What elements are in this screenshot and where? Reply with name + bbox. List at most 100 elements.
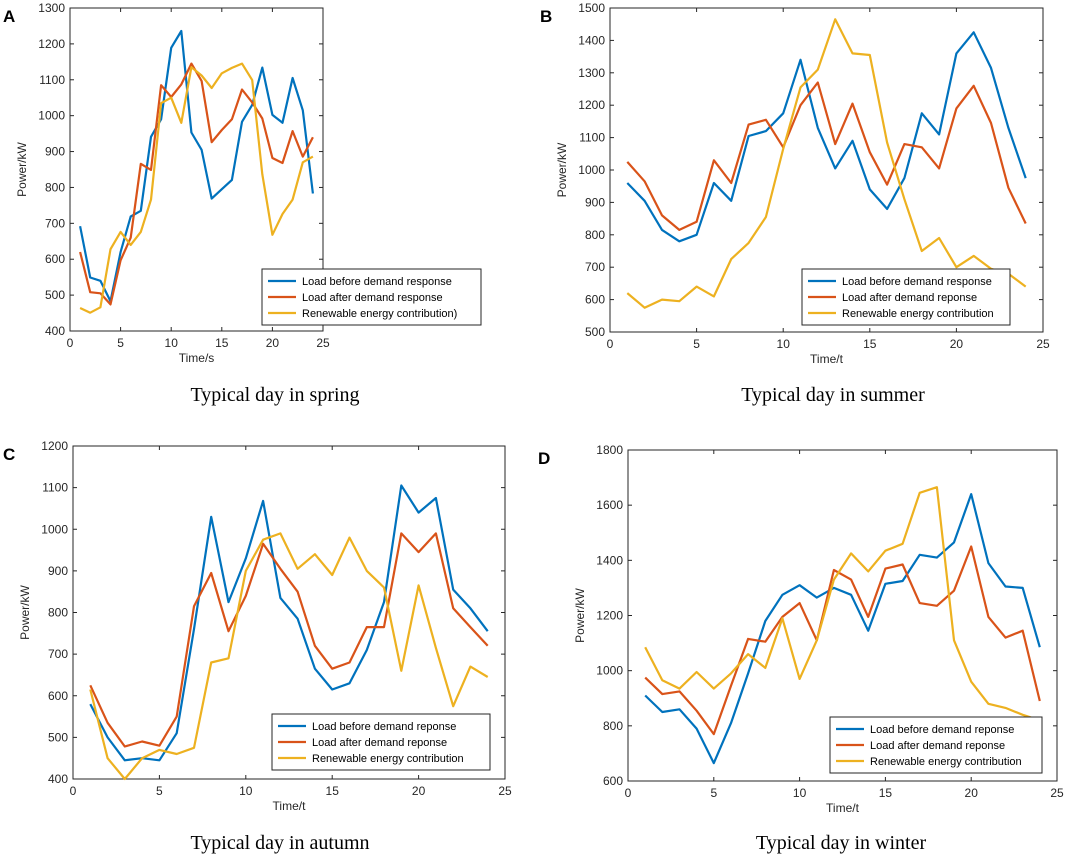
x-tick-label: 15	[863, 337, 877, 351]
legend-label: Renewable energy contribution	[312, 753, 464, 765]
x-tick-label: 25	[1050, 786, 1064, 800]
x-tick-label: 5	[710, 786, 717, 800]
y-axis-label: Power/kW	[555, 142, 569, 197]
y-axis-label: Power/kW	[18, 584, 32, 639]
panel-letter: C	[3, 445, 15, 464]
legend: Load before demand reponse Load after dem…	[829, 716, 1043, 774]
y-tick-label: 1000	[41, 522, 68, 536]
y-tick-label: 500	[585, 325, 605, 339]
legend-label: Renewable energy contribution	[842, 308, 994, 320]
x-tick-label: 25	[1036, 337, 1050, 351]
series-line-2	[626, 81, 1027, 231]
x-axis-label: Time/t	[273, 799, 307, 813]
y-tick-label: 1800	[596, 443, 623, 457]
legend-label: Renewable energy contribution)	[302, 308, 457, 320]
x-tick-label: 25	[316, 336, 330, 350]
y-tick-label: 800	[585, 228, 605, 242]
x-tick-label: 0	[70, 784, 77, 798]
y-tick-label: 1600	[596, 498, 623, 512]
x-tick-label: 15	[326, 784, 340, 798]
x-tick-label: 10	[777, 337, 791, 351]
y-tick-label: 900	[45, 145, 65, 159]
x-tick-label: 15	[879, 786, 893, 800]
x-tick-label: 10	[239, 784, 253, 798]
y-tick-label: 600	[603, 774, 623, 788]
y-tick-label: 1100	[39, 73, 65, 87]
y-tick-label: 1400	[596, 553, 623, 567]
y-tick-label: 1500	[578, 1, 605, 15]
y-tick-label: 1000	[578, 163, 605, 177]
x-tick-label: 5	[693, 337, 700, 351]
y-tick-label: 900	[585, 195, 605, 209]
legend-label: Load before demand response	[302, 276, 452, 288]
x-tick-label: 5	[117, 336, 124, 350]
y-axis-label: Power/kW	[573, 587, 587, 642]
panel-letter: D	[538, 449, 550, 468]
series-line-3	[79, 62, 314, 314]
y-tick-label: 800	[45, 180, 65, 194]
panel-caption: Typical day in winter	[756, 832, 927, 854]
legend-box	[261, 268, 482, 326]
legend-label: Renewable energy contribution	[870, 756, 1022, 768]
panel-letter: B	[540, 7, 552, 26]
legend: Load before demand response Load after de…	[801, 268, 1011, 326]
y-tick-label: 1000	[596, 664, 623, 678]
y-tick-label: 800	[603, 719, 623, 733]
legend-label: Load after demand reponse	[312, 737, 447, 749]
y-tick-label: 500	[48, 730, 68, 744]
y-tick-label: 1200	[596, 609, 623, 623]
y-tick-label: 500	[45, 288, 65, 302]
chart-panel-d: 600 800 1000 1200 1400 1600 1800 0 5 10 15 20 25 Time…	[538, 443, 1064, 854]
series-line-3	[644, 486, 1041, 722]
x-tick-label: 10	[793, 786, 807, 800]
series-line-2	[89, 532, 489, 748]
y-tick-label: 600	[48, 689, 68, 703]
legend-box	[829, 716, 1043, 774]
legend-label: Load after demand reponse	[870, 740, 1005, 752]
legend: Load before demand response Load after de…	[261, 268, 482, 326]
series-line-3	[89, 532, 489, 781]
legend-label: Load before demand reponse	[870, 724, 1014, 736]
y-tick-label: 1300	[578, 66, 605, 80]
y-tick-label: 1100	[579, 131, 605, 145]
legend: Load before demand reponse Load after dem…	[271, 713, 491, 771]
x-tick-label: 10	[165, 336, 179, 350]
y-tick-label: 1200	[578, 98, 605, 112]
legend-label: Load after demand reponse	[842, 292, 977, 304]
y-tick-label: 800	[48, 606, 68, 620]
panel-caption: Typical day in autumn	[190, 832, 369, 854]
series-line-1	[626, 31, 1027, 243]
panel-caption: Typical day in summer	[741, 384, 925, 406]
y-tick-label: 700	[48, 647, 68, 661]
y-tick-label: 400	[45, 324, 65, 338]
y-tick-label: 1400	[578, 33, 605, 47]
chart-panel-a: 400 500 600 700 800 900 1000 1100 1200 1300 0 5 10 15…	[3, 1, 482, 406]
series-line-1	[89, 484, 489, 762]
x-tick-label: 20	[965, 786, 979, 800]
series-line-1	[79, 29, 314, 303]
x-axis-label: Time/t	[826, 801, 860, 815]
x-axis-label: Time/s	[179, 351, 215, 365]
x-tick-label: 0	[607, 337, 614, 351]
series-line-2	[644, 545, 1041, 736]
legend-label: Load before demand response	[842, 276, 992, 288]
series-line-1	[644, 493, 1041, 765]
y-tick-label: 600	[585, 293, 605, 307]
x-tick-label: 20	[412, 784, 426, 798]
y-tick-label: 600	[45, 252, 65, 266]
x-tick-label: 20	[950, 337, 964, 351]
y-tick-label: 1200	[41, 439, 68, 453]
x-tick-label: 20	[266, 336, 280, 350]
y-tick-label: 1100	[42, 481, 68, 495]
y-tick-label: 1000	[38, 109, 65, 123]
y-tick-label: 700	[45, 216, 65, 230]
y-tick-label: 700	[585, 260, 605, 274]
legend-label: Load after demand response	[302, 292, 443, 304]
chart-panel-b: 500 600 700 800 900 1000 1100 1200 1300 1400 1500 0…	[540, 1, 1050, 406]
chart-panel-c: 400 500 600 700 800 900 1000 1100 1200 0 5 10 15 20 25…	[3, 439, 512, 854]
legend-label: Load before demand reponse	[312, 721, 456, 733]
series-line-3	[626, 18, 1027, 309]
panel-letter: A	[3, 7, 15, 26]
legend-box	[271, 713, 491, 771]
x-tick-label: 0	[625, 786, 632, 800]
